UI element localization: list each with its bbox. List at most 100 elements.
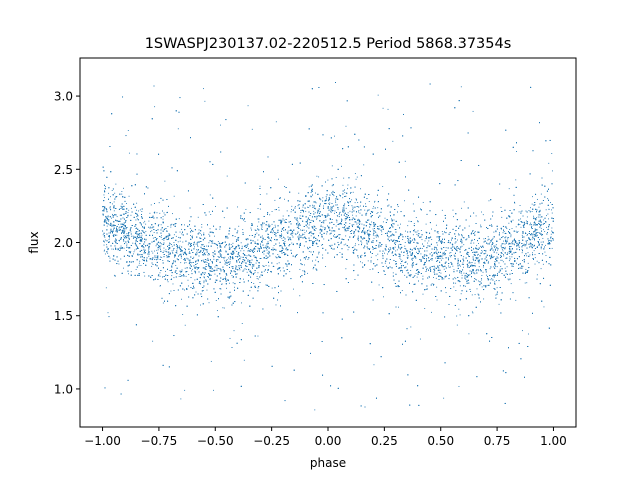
data-point [432, 258, 433, 260]
data-point [494, 248, 496, 250]
data-point [465, 279, 467, 280]
data-point [326, 233, 328, 235]
data-point [132, 235, 134, 237]
data-point [437, 235, 439, 237]
data-point [122, 223, 124, 225]
data-point [422, 293, 424, 295]
data-point [315, 202, 317, 204]
data-point [333, 230, 334, 232]
data-point [426, 268, 428, 270]
data-point [261, 239, 263, 241]
data-point [551, 230, 553, 232]
data-point [110, 230, 112, 232]
data-point [496, 260, 498, 262]
data-point [335, 225, 337, 227]
data-point [224, 256, 226, 258]
data-point [547, 228, 549, 230]
data-point [190, 262, 192, 263]
data-point [405, 248, 407, 250]
data-point [304, 232, 306, 234]
data-point [421, 239, 423, 241]
data-point [522, 265, 524, 267]
data-point [213, 258, 215, 260]
data-point [546, 215, 547, 217]
data-point [449, 266, 451, 268]
data-point [250, 272, 251, 274]
data-point [463, 263, 464, 265]
data-point [336, 219, 338, 221]
data-point [128, 195, 130, 197]
data-point [205, 261, 207, 263]
data-point [500, 265, 502, 267]
data-point [295, 218, 297, 220]
data-point [263, 270, 265, 272]
data-point [316, 217, 318, 219]
data-point [539, 209, 541, 211]
data-point [430, 259, 432, 260]
data-point [551, 247, 553, 249]
data-point [220, 269, 222, 270]
data-point [136, 209, 138, 211]
data-point [395, 241, 397, 243]
data-point [354, 279, 356, 280]
data-point [407, 250, 409, 252]
data-point [323, 222, 325, 224]
data-point [349, 223, 351, 224]
data-point [288, 262, 290, 264]
data-point [174, 261, 176, 263]
data-point [283, 243, 285, 245]
data-point [443, 268, 445, 270]
data-point [420, 230, 422, 231]
data-point [492, 237, 494, 239]
data-point [403, 251, 405, 253]
data-point [222, 307, 224, 309]
data-point [427, 242, 429, 244]
data-point [298, 235, 300, 237]
data-point [263, 253, 265, 255]
data-point [498, 303, 500, 305]
data-point [300, 212, 302, 213]
data-point [364, 252, 366, 254]
data-point [477, 280, 479, 282]
data-point [393, 219, 395, 221]
data-point [454, 247, 456, 249]
data-point [471, 269, 473, 271]
data-point [527, 262, 529, 264]
data-point [330, 244, 332, 246]
data-point [204, 277, 205, 279]
data-point [153, 232, 155, 233]
data-point [161, 256, 163, 258]
data-point [456, 324, 458, 326]
data-point [474, 294, 476, 296]
data-point [175, 235, 177, 237]
data-point [273, 227, 275, 229]
data-point [231, 275, 233, 277]
data-point [111, 203, 113, 205]
data-point [474, 232, 475, 234]
data-point [314, 409, 316, 411]
data-point [489, 268, 491, 270]
data-point [345, 195, 347, 197]
data-point [431, 239, 433, 241]
data-point [225, 278, 227, 280]
data-point [432, 254, 434, 256]
data-point [402, 239, 404, 240]
data-point [195, 243, 197, 245]
data-point [288, 238, 290, 240]
data-point [399, 254, 401, 256]
data-point [306, 219, 308, 221]
data-point [407, 257, 409, 259]
data-point [314, 212, 316, 214]
data-point [141, 259, 143, 261]
data-point [384, 217, 386, 219]
data-point [247, 105, 249, 107]
data-point [480, 258, 482, 260]
data-point [529, 254, 531, 256]
data-point [119, 250, 120, 251]
data-point [208, 242, 210, 244]
data-point [180, 398, 182, 400]
data-point [178, 218, 180, 220]
data-point [441, 231, 443, 232]
data-point [152, 252, 154, 254]
data-point [531, 238, 533, 240]
